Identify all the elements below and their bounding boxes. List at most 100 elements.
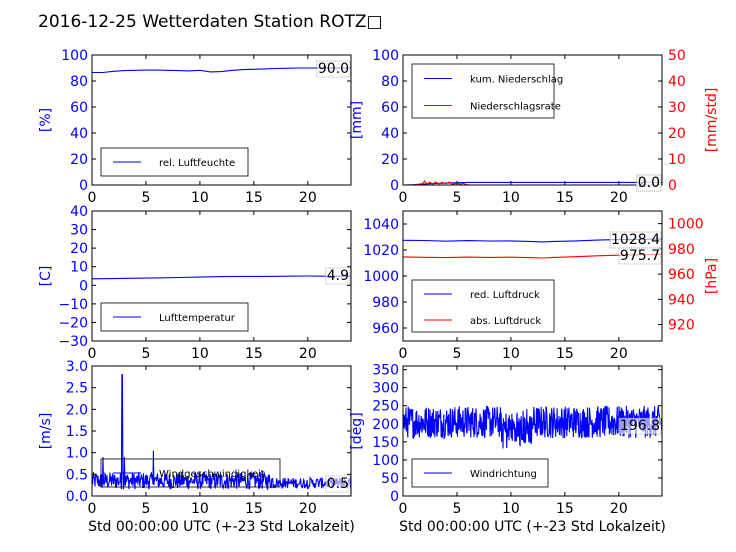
x-tick-label: 5 bbox=[141, 346, 150, 362]
legend-label: Niederschlagsrate bbox=[470, 102, 561, 113]
y-tick-label: 100 bbox=[372, 453, 399, 469]
axes-frame-precipitation bbox=[402, 54, 663, 186]
y-tick-label: 10 bbox=[70, 260, 88, 276]
y-axis-label: [deg] bbox=[349, 412, 365, 449]
y-right-tick-label: 920 bbox=[668, 318, 695, 334]
series-line-temperature-0 bbox=[92, 275, 351, 280]
y-tick-label: 100 bbox=[61, 48, 88, 64]
legend-label: Windgeschwindigkeit bbox=[159, 469, 265, 480]
legend-label: red. Luftdruck bbox=[470, 290, 540, 301]
y-tick-label: 80 bbox=[381, 74, 399, 90]
x-tick-label: 10 bbox=[502, 190, 520, 206]
x-tick-label: 15 bbox=[245, 190, 263, 206]
y-tick-label: 40 bbox=[70, 204, 88, 220]
y-tick-label: 1020 bbox=[363, 243, 399, 259]
last-value-right-precipitation-box bbox=[636, 174, 662, 192]
x-tick-label: 0 bbox=[88, 346, 97, 362]
x-tick-label: 15 bbox=[245, 346, 263, 362]
legend-box bbox=[100, 147, 249, 177]
y-tick-label: 200 bbox=[372, 417, 399, 433]
legend-label: abs. Luftdruck bbox=[470, 316, 541, 327]
figure-title: 2016-12-25 Wetterdaten Station ROTZ□ bbox=[38, 12, 383, 32]
x-tick-label: 15 bbox=[556, 501, 574, 517]
y-tick-label: 40 bbox=[70, 126, 88, 142]
last-value-right-pressure-box bbox=[618, 247, 662, 265]
x-axis-label: Std 00:00:00 UTC (+-23 Std Lokalzeit) bbox=[399, 519, 666, 535]
y-tick-label: 300 bbox=[372, 381, 399, 397]
y-axis-label: [%] bbox=[38, 108, 54, 132]
series-line-precipitation-1 bbox=[403, 180, 662, 185]
x-tick-label: 10 bbox=[502, 346, 520, 362]
x-tick-label: 15 bbox=[245, 501, 263, 517]
y-tick-label: 150 bbox=[372, 435, 399, 451]
chart-pressure: 0 5 10 15 20 960 980 1000 1020 1040 920 940 960 980 10… bbox=[363, 210, 720, 362]
y-tick-label: 980 bbox=[372, 295, 399, 311]
x-tick-label: 20 bbox=[610, 346, 628, 362]
x-tick-label: 15 bbox=[556, 346, 574, 362]
plot-area-wind_direction bbox=[403, 405, 662, 449]
legend-label: rel. Luftfeuchte bbox=[159, 158, 235, 169]
x-tick-label: 5 bbox=[141, 190, 150, 206]
chart-precipitation: 0 5 10 15 20 0 20 40 60 80 100 0 10 20 30 40 50 [mm] [mm/s… bbox=[349, 48, 720, 206]
y-tick-label: 1000 bbox=[363, 269, 399, 285]
last-value-pressure: 1028.4 bbox=[611, 232, 660, 248]
x-tick-label: 20 bbox=[299, 190, 317, 206]
y-tick-label: −30 bbox=[58, 334, 88, 350]
x-tick-label: 0 bbox=[399, 346, 408, 362]
x-tick-label: 20 bbox=[610, 190, 628, 206]
x-tick-label: 15 bbox=[556, 190, 574, 206]
y-tick-label: 100 bbox=[372, 48, 399, 64]
y-tick-label: 2.0 bbox=[66, 402, 88, 418]
y-tick-label: 2.5 bbox=[66, 381, 88, 397]
x-tick-label: 20 bbox=[610, 501, 628, 517]
y-tick-label: 20 bbox=[70, 152, 88, 168]
y-tick-label: 50 bbox=[381, 471, 399, 487]
series-line-humidity-0 bbox=[92, 67, 351, 74]
y-right-tick-label: 0 bbox=[668, 178, 677, 194]
last-value-temperature: 4.9 bbox=[327, 268, 349, 284]
y-tick-label: 0 bbox=[390, 489, 399, 505]
y-tick-label: 350 bbox=[372, 363, 399, 379]
y-tick-label: 3.0 bbox=[66, 359, 88, 375]
y-axis-label: [mm] bbox=[349, 101, 365, 139]
chart-temperature: 0 5 10 15 20 −30 −20 −10 0 10 20 30 40 [C] Lufttempera… bbox=[38, 204, 352, 362]
y-tick-label: 1.5 bbox=[66, 424, 88, 440]
y-axis-label: [m/s] bbox=[38, 413, 54, 450]
y-right-tick-label: 940 bbox=[668, 292, 695, 308]
x-tick-label: 10 bbox=[191, 346, 209, 362]
plot-area-wind_speed bbox=[92, 374, 351, 491]
y-right-tick-label: 1000 bbox=[668, 217, 704, 233]
x-tick-label: 0 bbox=[399, 501, 408, 517]
series-line-pressure-1 bbox=[403, 253, 662, 259]
x-axis-label: Std 00:00:00 UTC (+-23 Std Lokalzeit) bbox=[88, 519, 355, 535]
y-tick-label: 250 bbox=[372, 399, 399, 415]
legend-label: Windrichtung bbox=[470, 469, 537, 480]
x-tick-label: 5 bbox=[141, 501, 150, 517]
plot-area-humidity bbox=[92, 67, 351, 74]
y-right-tick-label: 50 bbox=[668, 48, 686, 64]
y-tick-label: 40 bbox=[381, 126, 399, 142]
plot-area-temperature bbox=[92, 275, 351, 280]
last-value-wind_direction: 196.8 bbox=[620, 418, 660, 434]
chart-wind_speed: 0 5 10 15 20 0.0 0.5 1.0 1.5 2.0 2.5 3.0 [m/s] Std 00… bbox=[38, 359, 355, 535]
x-tick-label: 0 bbox=[88, 501, 97, 517]
last-value-temperature-box bbox=[325, 267, 351, 285]
y-tick-label: −10 bbox=[58, 297, 88, 313]
y-tick-label: 60 bbox=[70, 100, 88, 116]
y-tick-label: 0 bbox=[79, 278, 88, 294]
y-tick-label: 0 bbox=[390, 178, 399, 194]
y-tick-label: 960 bbox=[372, 321, 399, 337]
x-tick-label: 0 bbox=[88, 190, 97, 206]
y-tick-label: 1040 bbox=[363, 217, 399, 233]
y-right-tick-label: 20 bbox=[668, 126, 686, 142]
y-axis-label: [C] bbox=[38, 266, 54, 287]
legend-wind_speed: Windgeschwindigkeit bbox=[100, 458, 281, 488]
y-tick-label: 20 bbox=[381, 152, 399, 168]
axes-frame-humidity bbox=[91, 54, 352, 186]
x-tick-label: 10 bbox=[502, 501, 520, 517]
x-tick-label: 5 bbox=[452, 501, 461, 517]
y-tick-label: 80 bbox=[70, 74, 88, 90]
x-tick-label: 0 bbox=[399, 190, 408, 206]
